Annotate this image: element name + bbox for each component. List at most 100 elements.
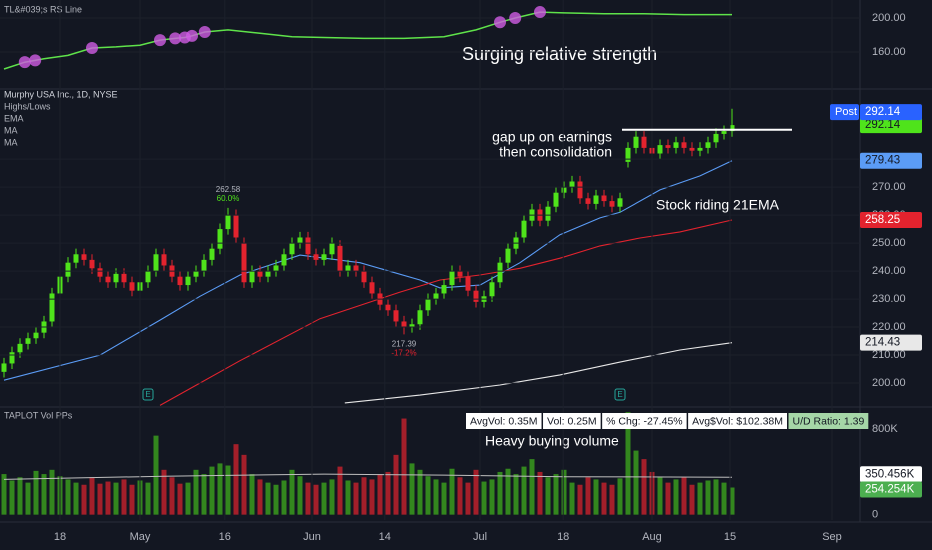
earnings-marker: [142, 388, 154, 401]
x-tick-label: May: [130, 531, 151, 543]
candle-body: [681, 142, 687, 148]
candle-body: [337, 245, 343, 272]
volume-bar: [1, 474, 7, 515]
candle-body: [257, 271, 263, 277]
price-label-box: [860, 211, 922, 228]
low-change: -17.2%: [391, 348, 416, 357]
volume-bar: [553, 474, 559, 515]
volume-bar: [689, 484, 695, 515]
rs-line: [3, 11, 732, 70]
volume-bar: [169, 477, 175, 515]
x-tick-label: Jun: [303, 531, 321, 543]
annotation: then consolidation: [499, 144, 612, 160]
volume-bar: [281, 480, 287, 515]
volume-bar: [161, 469, 167, 515]
candle-body: [297, 237, 303, 244]
volume-bar: [89, 477, 95, 515]
candle-body: [713, 133, 719, 143]
volume-bar: [345, 480, 351, 515]
stat-box: [788, 413, 869, 429]
earnings-marker: [614, 388, 626, 401]
candle-body: [209, 248, 215, 260]
rs-new-high: [154, 34, 166, 47]
volume-bar: [417, 469, 423, 515]
volume-bar: [193, 469, 199, 515]
volume-bar: [409, 463, 415, 515]
candle-body: [201, 259, 207, 272]
candle-body: [73, 254, 79, 263]
volume-bar: [201, 474, 207, 515]
candle-body: [265, 271, 271, 277]
volume-bar: [385, 471, 391, 515]
candle-body: [561, 187, 567, 193]
volume-bar: [257, 479, 263, 515]
volume-bar: [65, 479, 71, 515]
legend-entry: EMA: [4, 113, 24, 123]
volume-bar: [545, 477, 551, 515]
volume-bar: [9, 480, 15, 515]
ma-line: [344, 342, 733, 404]
price-label-box: [860, 481, 922, 498]
chart-title: Murphy USA Inc., 1D, NYSE: [4, 89, 118, 99]
volume-bar: [705, 480, 711, 515]
x-tick-label: 15: [724, 531, 736, 543]
price-label: 292.14: [865, 119, 901, 131]
volume-bar: [577, 484, 583, 515]
candle-body: [497, 262, 503, 283]
volume-bar: [585, 477, 591, 515]
rs-new-high: [534, 6, 546, 19]
candle-body: [545, 206, 551, 221]
volume-bar: [153, 435, 159, 515]
candle-body: [113, 273, 119, 283]
candle-body: [217, 229, 223, 249]
volume-bar: [513, 474, 519, 515]
volume-bar: [473, 469, 479, 515]
volume-bar: [665, 482, 671, 515]
volume-bar: [305, 482, 311, 515]
low-label: 217.39: [392, 339, 417, 348]
rs-new-high: [509, 12, 522, 25]
volume-bar: [113, 482, 119, 515]
candle-body: [329, 243, 335, 255]
price-label-box: [860, 104, 922, 121]
candle-body: [633, 136, 639, 148]
volume-bar: [569, 482, 575, 515]
volume-title: TAPLOT Vol PPs: [4, 410, 73, 420]
annotation: Heavy buying volume: [485, 433, 619, 449]
candle-body: [641, 136, 647, 148]
candle-body: [697, 147, 703, 151]
y-tick-label: 200.00: [872, 377, 906, 389]
candle-body: [673, 142, 679, 148]
volume-bar: [529, 459, 535, 515]
x-tick-label: Sep: [822, 531, 842, 543]
candle-body: [465, 276, 471, 291]
annotation: gap up on earnings: [492, 129, 612, 145]
volume-bar: [657, 477, 663, 515]
rs-new-high: [186, 29, 198, 42]
rs-new-high: [86, 41, 98, 54]
post-tag: [830, 104, 859, 121]
candle-body: [617, 198, 623, 207]
rs-new-high: [29, 54, 42, 67]
stat-text: Avg$Vol: $102.38M: [692, 415, 783, 427]
stat-box: [602, 413, 687, 429]
volume-bar: [361, 477, 367, 515]
candle-body: [97, 268, 103, 277]
y-tick-label: 240.00: [872, 265, 906, 277]
x-tick-label: 18: [557, 531, 569, 543]
candle-body: [425, 299, 431, 311]
candle-body: [553, 192, 559, 207]
y-tick-label: 220.00: [872, 321, 906, 333]
price-label-box: [860, 466, 922, 483]
candle-body: [129, 282, 135, 291]
x-tick-label: 16: [219, 531, 231, 543]
volume-bar: [129, 484, 135, 515]
volume-bar: [497, 471, 503, 515]
candle-body: [177, 276, 183, 286]
candle-body: [233, 215, 239, 238]
volume-bar: [641, 459, 647, 515]
candle-body: [689, 147, 695, 151]
volume-bar: [561, 469, 567, 515]
price-label-box: [860, 152, 922, 169]
volume-bar: [681, 477, 687, 515]
